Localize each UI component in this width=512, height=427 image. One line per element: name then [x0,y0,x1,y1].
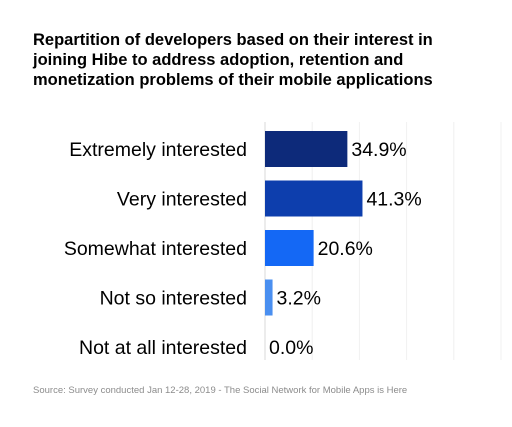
source-note: Source: Survey conducted Jan 12-28, 2019… [33,385,408,396]
value-label: 0.0% [269,337,313,359]
bar [265,131,348,167]
category-label: Not at all interested [79,337,247,359]
value-label: 34.9% [351,139,406,161]
bar [265,279,273,316]
bar [265,180,363,217]
bar [265,230,314,266]
gridlines [311,122,502,360]
value-label: 41.3% [366,189,421,211]
category-label: Very interested [117,189,247,211]
value-label: 3.2% [277,288,321,310]
chart-title: Repartition of developers based on their… [33,31,433,89]
category-label: Extremely interested [69,139,247,161]
category-label: Not so interested [100,288,247,310]
bars [265,131,363,316]
value-labels: 34.9% 41.3% 20.6% 3.2% 0.0% [269,139,422,359]
category-label: Somewhat interested [64,238,247,260]
category-labels: Extremely interested Very interested Somew… [64,139,247,359]
value-label: 20.6% [318,238,373,260]
